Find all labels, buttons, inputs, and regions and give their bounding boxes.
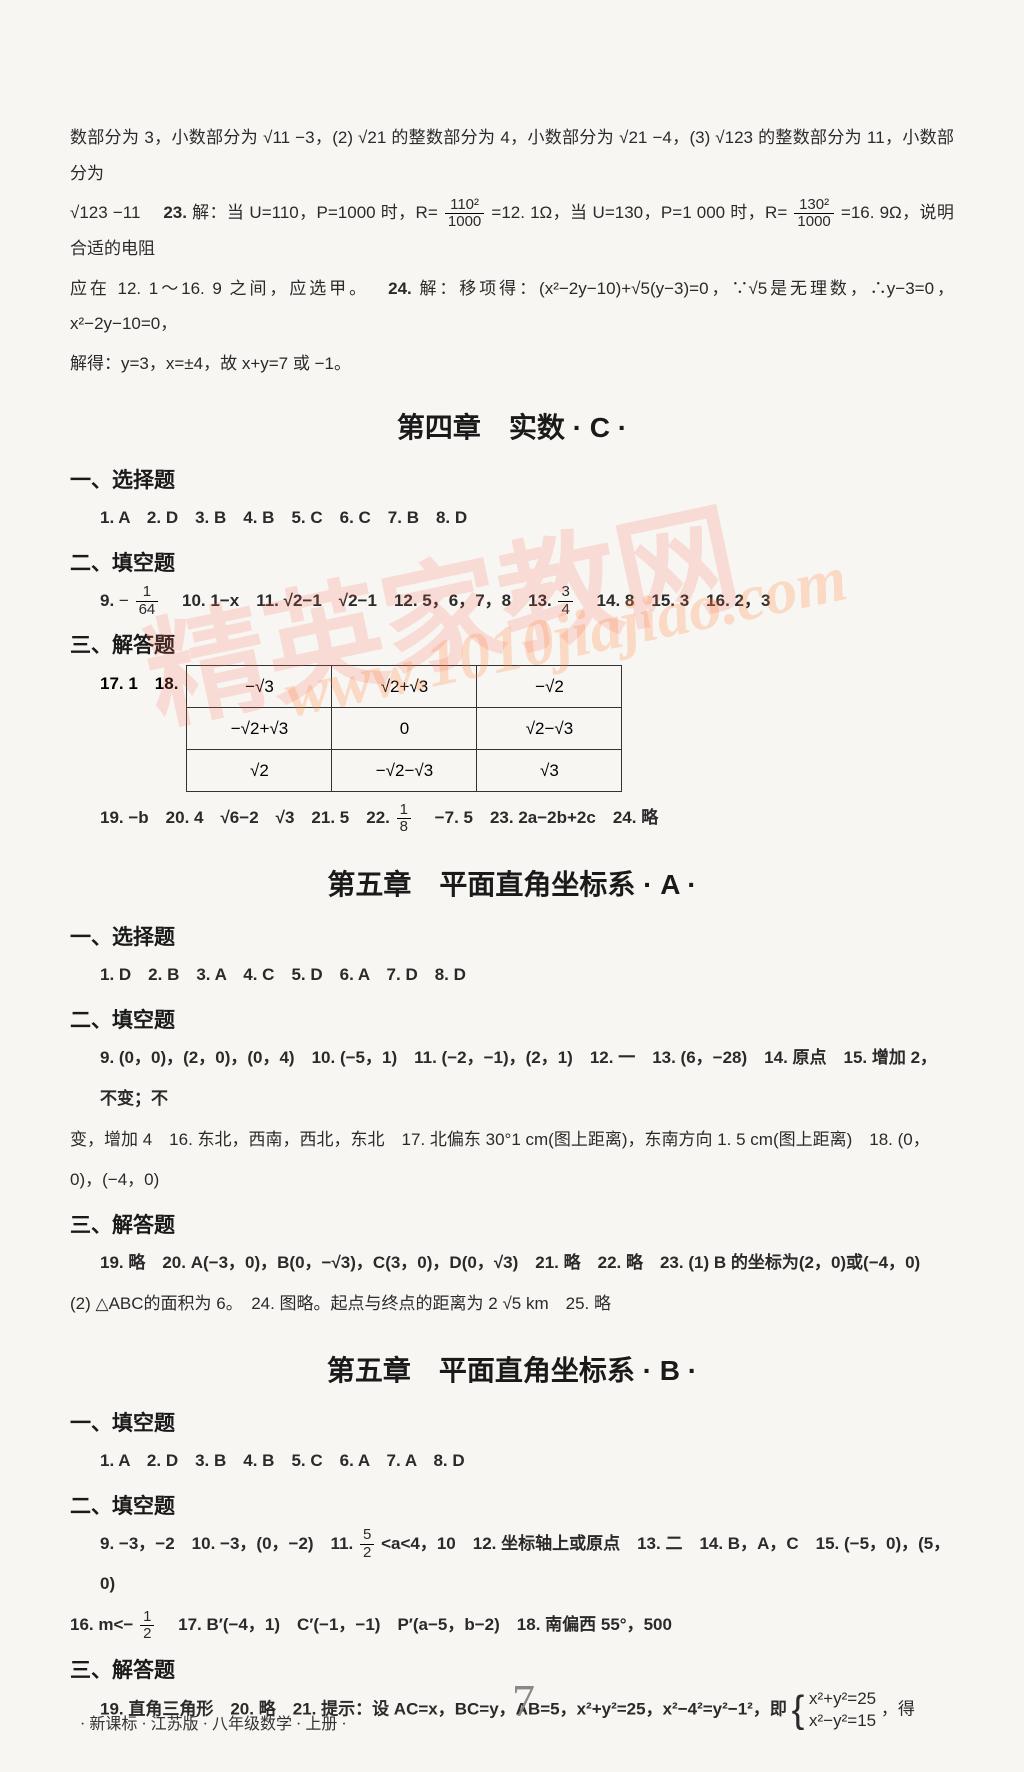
q19-22: 19. −b 20. 4 √6−2 √3 21. 5 22.	[100, 808, 395, 827]
q24-label: 24.	[388, 279, 412, 298]
q23-label: 23.	[163, 203, 187, 222]
ch5b-sec2-l1: 9. −3，−2 10. −3，(0，−2) 11. 52 <a<4，10 12…	[70, 1524, 954, 1606]
sec3-end: ，得	[881, 1700, 915, 1719]
chapter5b-title: 第五章 平面直角坐标系 · B ·	[70, 1349, 954, 1389]
cell-r1c1: −√3	[187, 666, 332, 708]
ch4c-q19-24: 19. −b 20. 4 √6−2 √3 21. 5 22. 18 −7. 5 …	[70, 798, 954, 839]
ch4c-sec1-title: 一、选择题	[70, 464, 954, 494]
ch5b-sec1-title: 一、填空题	[70, 1407, 954, 1437]
q22-rest: −7. 5 23. 2a−2b+2c 24. 略	[418, 808, 659, 827]
cell-r1c3: −√2	[477, 666, 622, 708]
cell-r2c2: 0	[332, 708, 477, 750]
brace-equations: x²+y²=25 x²−y²=15	[809, 1688, 876, 1732]
ch5a-sec2-title: 二、填空题	[70, 1004, 954, 1034]
ch5a-sec2-l1: 9. (0，0)，(2，0)，(0，4) 10. (−5，1) 11. (−2，…	[70, 1038, 954, 1120]
cell-r3c1: √2	[187, 750, 332, 792]
frac-13: 34	[558, 584, 572, 618]
table-row: −√3 √2+√3 −√2	[187, 666, 622, 708]
intro-line1: 数部分为 3，小数部分为 √11 −3，(2) √21 的整数部分为 4，小数部…	[70, 120, 954, 191]
text: 解：当 U=110，P=1000 时，R=	[192, 203, 438, 222]
q9-label: 9.	[100, 591, 119, 610]
q9-10: 9. −3，−2 10. −3，(0，−2) 11.	[100, 1534, 358, 1553]
q16: 16. m<−	[70, 1615, 133, 1634]
sqrt-21b: √21	[619, 128, 647, 147]
cell-r2c1: −√2+√3	[187, 708, 332, 750]
eq-top: x²+y²=25	[809, 1689, 876, 1708]
table-row: −√2+√3 0 √2−√3	[187, 708, 622, 750]
eq-bot: x²−y²=15	[809, 1711, 876, 1730]
cell-r3c3: √3	[477, 750, 622, 792]
ch5a-sec1-title: 一、选择题	[70, 921, 954, 951]
text: −4，(3)	[652, 128, 715, 147]
page-curl-icon: 7	[512, 1674, 535, 1727]
left-brace-icon: {	[792, 1697, 805, 1724]
answers: 1. A 2. D 3. B 4. B 5. C 6. A 7. A 8. D	[100, 1451, 465, 1470]
ch4c-q17-18: 17. 1 18. −√3 √2+√3 −√2 −√2+√3 0 √2−√3 √…	[70, 663, 954, 798]
frac-11: 52	[360, 1527, 374, 1561]
ch4c-sec1-answers: 1. A 2. D 3. B 4. B 5. C 6. C 7. B 8. D	[70, 498, 954, 539]
q17-18: 17. B′(−4，1) C′(−1，−1) P′(a−5，b−2) 18. 南…	[161, 1615, 672, 1634]
sqrt-123b: √123	[70, 203, 108, 222]
frac-r2: 130²1000	[794, 197, 833, 231]
table-row: √2 −√2−√3 √3	[187, 750, 622, 792]
ch5a-sec3-l2: (2) △ABC的面积为 6。 24. 图略。起点与终点的距离为 2 √5 km…	[70, 1284, 954, 1325]
text: =12. 1Ω，当 U=130，P=1 000 时，R=	[491, 203, 787, 222]
ch5a-sec3-l1: 19. 略 20. A(−3，0)，B(0，−√3)，C(3，0)，D(0，√3…	[70, 1243, 954, 1284]
text: 数部分为 3，小数部分为	[70, 128, 263, 147]
cell-r2c3: √2−√3	[477, 708, 622, 750]
intro-line4: 解得：y=3，x=±4，故 x+y=7 或 −1。	[70, 346, 954, 382]
q17-label: 17. 1 18.	[100, 663, 178, 705]
q14-16: 14. 8 15. 3 16. 2，3	[580, 591, 771, 610]
answers: 1. A 2. D 3. B 4. B 5. C 6. C 7. B 8. D	[100, 508, 467, 527]
ch4c-sec3-title: 三、解答题	[70, 629, 954, 659]
ch5a-sec1-answers: 1. D 2. B 3. A 4. C 5. D 6. A 7. D 8. D	[70, 955, 954, 996]
ch5b-sec2-l2: 16. m<− 12 17. B′(−4，1) C′(−1，−1) P′(a−5…	[70, 1605, 954, 1646]
ch5a-sec2-l2: 变，增加 4 16. 东北，西南，西北，东北 17. 北偏东 30°1 cm(图…	[70, 1120, 954, 1202]
text: 9. (0，0)，(2，0)，(0，4) 10. (−5，1) 11. (−2，…	[100, 1048, 937, 1108]
text: −11	[113, 203, 158, 222]
cell-r3c2: −√2−√3	[332, 750, 477, 792]
text: 19. 略 20. A(−3，0)，B(0，−√3)，C(3，0)，D(0，√3…	[100, 1253, 920, 1272]
neg: −	[119, 591, 129, 610]
frac-16: 12	[140, 1609, 154, 1643]
text: 的整数部分为 4，小数部分为	[391, 128, 619, 147]
chapter5a-title: 第五章 平面直角坐标系 · A ·	[70, 863, 954, 903]
sqrt-11: √11	[263, 128, 290, 147]
sqrt-123a: √123	[715, 128, 753, 147]
text: −3，(2)	[295, 128, 358, 147]
ch5b-sec1-answers: 1. A 2. D 3. B 4. B 5. C 6. A 7. A 8. D	[70, 1441, 954, 1482]
frac-22: 18	[397, 802, 411, 836]
footer-text: · 新课标 · 江苏版 · 八年级数学 · 上册 ·	[80, 1710, 347, 1734]
intro-line3: 应在 12. 1～16. 9 之间，应选甲。 24. 解：移项得：(x²−2y−…	[70, 271, 954, 342]
intro-line2: √123 −11 23. 解：当 U=110，P=1000 时，R= 110²1…	[70, 195, 954, 266]
chapter4c-title: 第四章 实数 · C ·	[70, 406, 954, 446]
page-container: 精英家教网 www.1010jiajiao.com 数部分为 3，小数部分为 √…	[0, 0, 1024, 1772]
cell-r1c2: √2+√3	[332, 666, 477, 708]
frac-r1: 110²1000	[445, 197, 484, 231]
ch4c-sec2-answers: 9. − 164 10. 1−x 11. √2−1 √2−1 12. 5，6，7…	[70, 581, 954, 622]
ch5b-sec2-title: 二、填空题	[70, 1490, 954, 1520]
ch5a-sec3-title: 三、解答题	[70, 1209, 954, 1239]
ch4c-sec2-title: 二、填空题	[70, 547, 954, 577]
answers: 1. D 2. B 3. A 4. C 5. D 6. A 7. D 8. D	[100, 965, 466, 984]
q10-16: 10. 1−x 11. √2−1 √2−1 12. 5，6，7，8 13.	[165, 591, 556, 610]
sqrt-21a: √21	[358, 128, 386, 147]
frac-9: 164	[136, 584, 159, 618]
text: 应在 12. 1～16. 9 之间，应选甲。	[70, 279, 380, 298]
magic-square-table: −√3 √2+√3 −√2 −√2+√3 0 √2−√3 √2 −√2−√3 √…	[186, 665, 622, 792]
